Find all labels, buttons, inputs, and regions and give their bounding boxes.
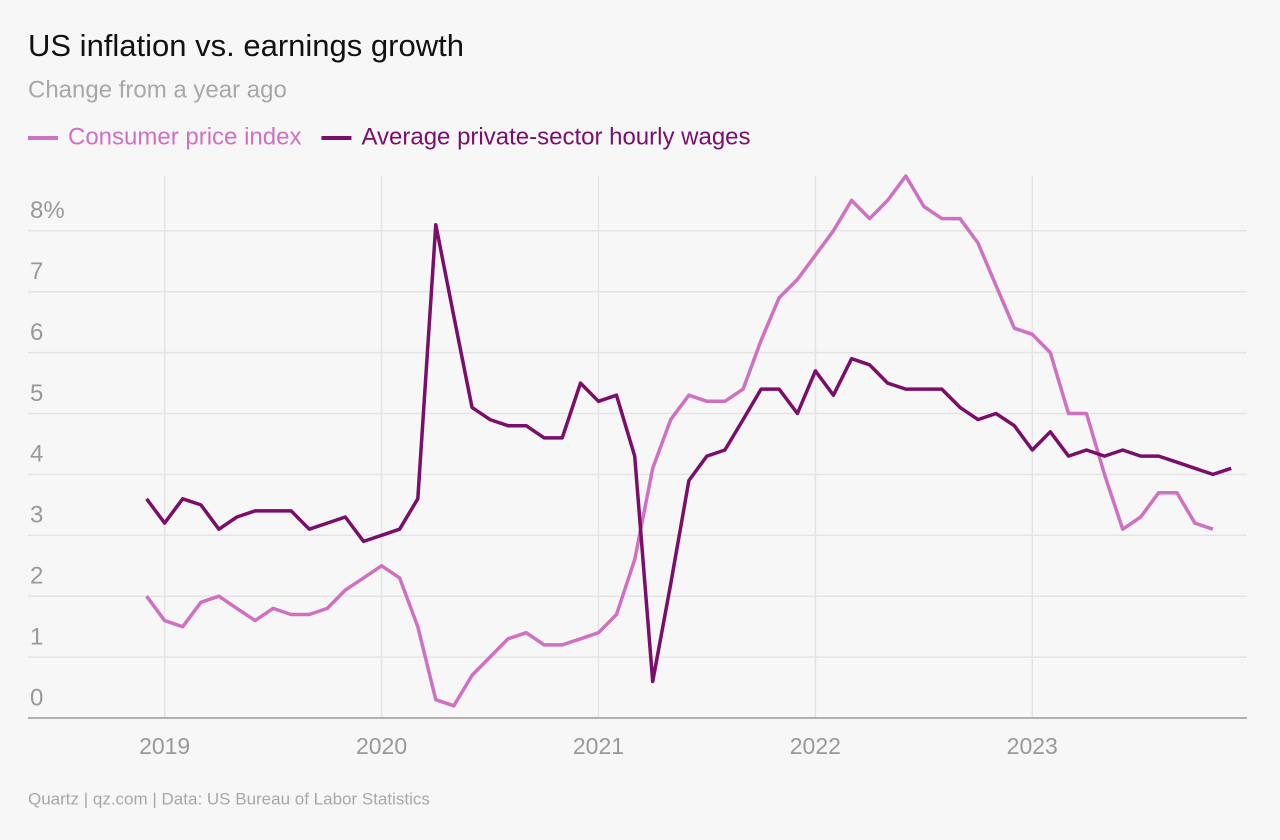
series-line — [145, 222, 1232, 684]
y-tick-label: 2 — [30, 563, 43, 590]
y-tick-label: 5 — [30, 380, 43, 407]
x-tick-label: 2020 — [356, 733, 407, 759]
y-tick-label: 1 — [30, 623, 43, 650]
y-tick-label: 7 — [30, 258, 43, 285]
x-tick-label: 2019 — [139, 733, 190, 759]
legend-label: Consumer price index — [68, 123, 301, 150]
y-tick-label: 3 — [30, 502, 43, 529]
y-tick-label: 6 — [30, 319, 43, 346]
chart-subtitle: Change from a year ago — [28, 76, 287, 103]
legend-label: Average private-sector hourly wages — [361, 123, 750, 150]
y-tick-label: 0 — [30, 684, 43, 711]
x-tick-label: 2022 — [790, 733, 841, 759]
x-tick-label: 2023 — [1007, 733, 1058, 759]
x-tick-label: 2021 — [573, 733, 624, 759]
source-note: Quartz | qz.com | Data: US Bureau of Lab… — [28, 789, 430, 808]
y-tick-label: 8% — [30, 197, 65, 224]
y-tick-label: 4 — [30, 441, 43, 468]
chart-title: US inflation vs. earnings growth — [28, 28, 464, 63]
series-line — [145, 174, 1214, 708]
